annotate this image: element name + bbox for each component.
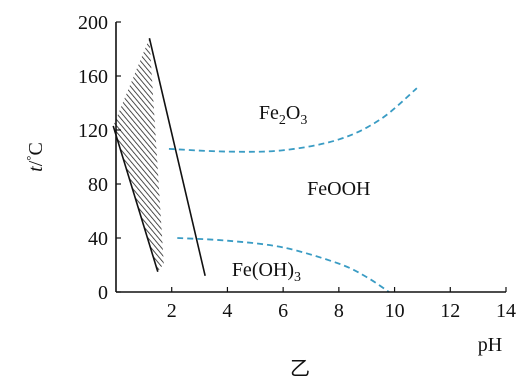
figure-caption: 乙 bbox=[290, 358, 310, 380]
hatch-left-edge bbox=[112, 125, 159, 272]
y-tick-label: 200 bbox=[78, 12, 108, 34]
x-tick-label: 2 bbox=[167, 300, 177, 322]
y-tick-label: 80 bbox=[88, 174, 108, 196]
tick-labels: 2 4 6 8 10 12 14 0 40 80 120 160 200 bbox=[78, 12, 516, 322]
axes bbox=[115, 21, 507, 293]
region-labels: Fe2O3 FeOOH Fe(OH)3 bbox=[232, 102, 371, 285]
y-axis-label: t/°C bbox=[23, 142, 47, 172]
y-tick-label: 120 bbox=[78, 120, 108, 142]
phase-boundary-line bbox=[148, 38, 206, 276]
x-tick-label: 6 bbox=[278, 300, 288, 322]
dashed-boundary-upper bbox=[168, 87, 418, 153]
x-tick-label: 4 bbox=[222, 300, 232, 322]
region-label: Fe(OH)3 bbox=[232, 259, 301, 285]
y-tick-label: 160 bbox=[78, 66, 108, 88]
hatched-band bbox=[113, 38, 164, 272]
x-tick-label: 10 bbox=[385, 300, 405, 322]
dashed-boundary-lower bbox=[177, 237, 390, 293]
x-tick-label: 12 bbox=[440, 300, 460, 322]
boundary-lines bbox=[112, 38, 418, 293]
x-axis-label: pH bbox=[478, 334, 502, 356]
y-tick-label: 40 bbox=[88, 228, 108, 250]
y-tick-label: 0 bbox=[98, 282, 108, 304]
region-label: Fe2O3 bbox=[259, 102, 307, 128]
x-tick-label: 8 bbox=[334, 300, 344, 322]
hatched-region bbox=[113, 38, 164, 272]
region-label: FeOOH bbox=[307, 178, 370, 200]
x-tick-label: 14 bbox=[496, 300, 516, 322]
